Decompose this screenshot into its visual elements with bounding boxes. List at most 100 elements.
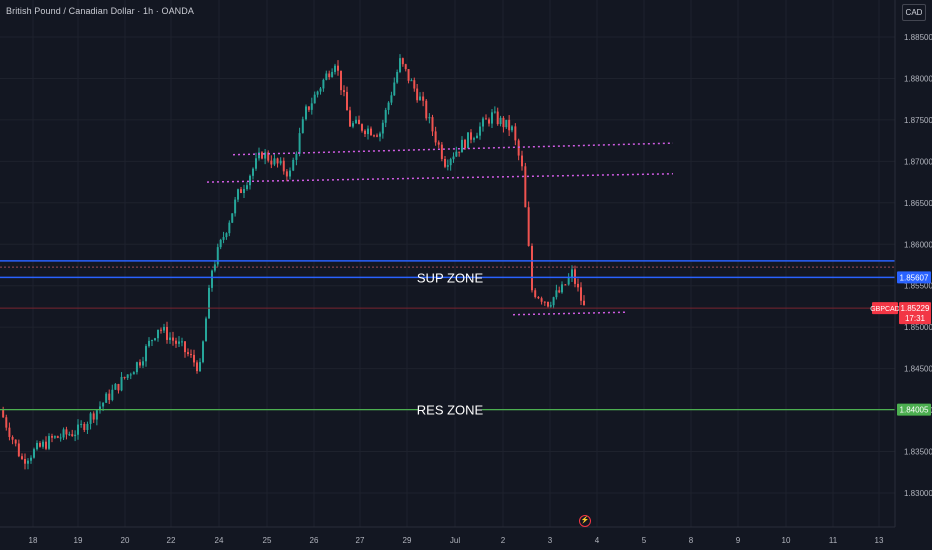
candle-body (583, 300, 585, 306)
candle-body (273, 158, 276, 165)
currency-button[interactable]: CAD (902, 4, 926, 21)
candle-body (527, 207, 530, 246)
candle-body (27, 460, 29, 464)
candle-body (502, 117, 505, 128)
candle-body (561, 284, 563, 293)
candle-body (21, 456, 23, 459)
candle-body (381, 122, 384, 134)
candle-body (30, 457, 32, 461)
candle-body (264, 152, 267, 159)
candle-body (384, 109, 387, 123)
x-tick-label: 10 (782, 536, 791, 545)
candle-body (132, 372, 135, 375)
candle-body (142, 361, 144, 366)
x-tick-label: 24 (215, 536, 224, 545)
candle-body (95, 410, 98, 420)
candle-body (322, 79, 325, 89)
candle-body (285, 171, 288, 177)
x-tick-label: 5 (642, 536, 647, 545)
candle-body (540, 298, 543, 302)
candle-body (65, 429, 68, 435)
candle-body (444, 158, 446, 167)
candle-body (102, 402, 105, 407)
x-tick-label: Jul (450, 536, 460, 545)
candle-body (105, 393, 108, 403)
x-tick-label: 3 (548, 536, 553, 545)
candle-body (531, 245, 533, 291)
candle-body (534, 290, 537, 297)
candle-body (292, 159, 295, 171)
candle-body (543, 301, 546, 303)
candle-body (276, 158, 279, 164)
lightning-icon[interactable]: ⚡ (579, 515, 591, 527)
candle-body (129, 374, 132, 376)
candle-body (367, 128, 369, 135)
candle-body (8, 427, 11, 437)
candle-body (219, 239, 222, 248)
x-tick-label: 8 (689, 536, 694, 545)
candle-body (33, 449, 35, 458)
candle-body (255, 158, 257, 169)
res-zone-label-bg (418, 402, 482, 417)
candle-body (169, 337, 171, 340)
candle-body (56, 436, 59, 438)
candle-body (440, 144, 443, 159)
candle-body (307, 106, 310, 110)
candle-body (549, 305, 552, 307)
candle-body (334, 65, 336, 72)
sup-price-tag (897, 271, 931, 284)
candle-body (83, 423, 86, 430)
candle-body (222, 237, 225, 240)
res-zone-label: RES ZONE (417, 403, 484, 418)
candle-body (305, 106, 307, 120)
candle-body (205, 318, 207, 342)
candle-body (53, 436, 56, 438)
candle-body (364, 130, 366, 135)
candle-body (77, 424, 79, 435)
y-tick-label: 1.83000 (904, 489, 932, 498)
candle-body (422, 96, 425, 101)
candle-body (71, 434, 74, 437)
candle-body (413, 80, 416, 89)
y-tick-label: 1.88500 (904, 33, 932, 42)
chart-title: British Pound / Canadian Dollar · 1h · O… (6, 6, 194, 16)
candle-body (493, 111, 496, 113)
candle-body (80, 423, 83, 425)
x-tick-label: 9 (736, 536, 741, 545)
candle-body (211, 270, 213, 288)
candle-body (157, 329, 159, 339)
candle-body (258, 152, 260, 159)
candle-body (485, 118, 487, 120)
candle-body (51, 436, 53, 438)
candlestick-series (2, 54, 585, 470)
candle-body (524, 166, 527, 208)
candle-body (346, 91, 348, 111)
y-tick-label: 1.84500 (904, 365, 932, 374)
candle-body (319, 88, 322, 92)
candle-body (151, 340, 153, 342)
candle-body (567, 276, 570, 285)
candle-body (404, 64, 407, 70)
candle-body (521, 155, 523, 167)
candle-body (547, 301, 549, 307)
candle-body (331, 71, 334, 78)
candle-body (310, 103, 313, 110)
candle-body (379, 133, 381, 137)
candle-body (479, 126, 481, 136)
candle-body (399, 58, 401, 72)
trendline (206, 173, 674, 183)
candle-body (228, 222, 231, 234)
candle-body (470, 132, 472, 140)
candle-body (225, 233, 228, 238)
candle-body (270, 160, 273, 165)
candle-body (2, 410, 5, 418)
candle-body (564, 284, 567, 286)
x-tick-label: 29 (403, 536, 412, 545)
candle-body (458, 151, 461, 153)
candle-body (537, 296, 540, 299)
candle-body (455, 151, 458, 157)
candle-body (111, 389, 114, 400)
candle-body (452, 156, 455, 160)
candle-body (301, 119, 304, 134)
